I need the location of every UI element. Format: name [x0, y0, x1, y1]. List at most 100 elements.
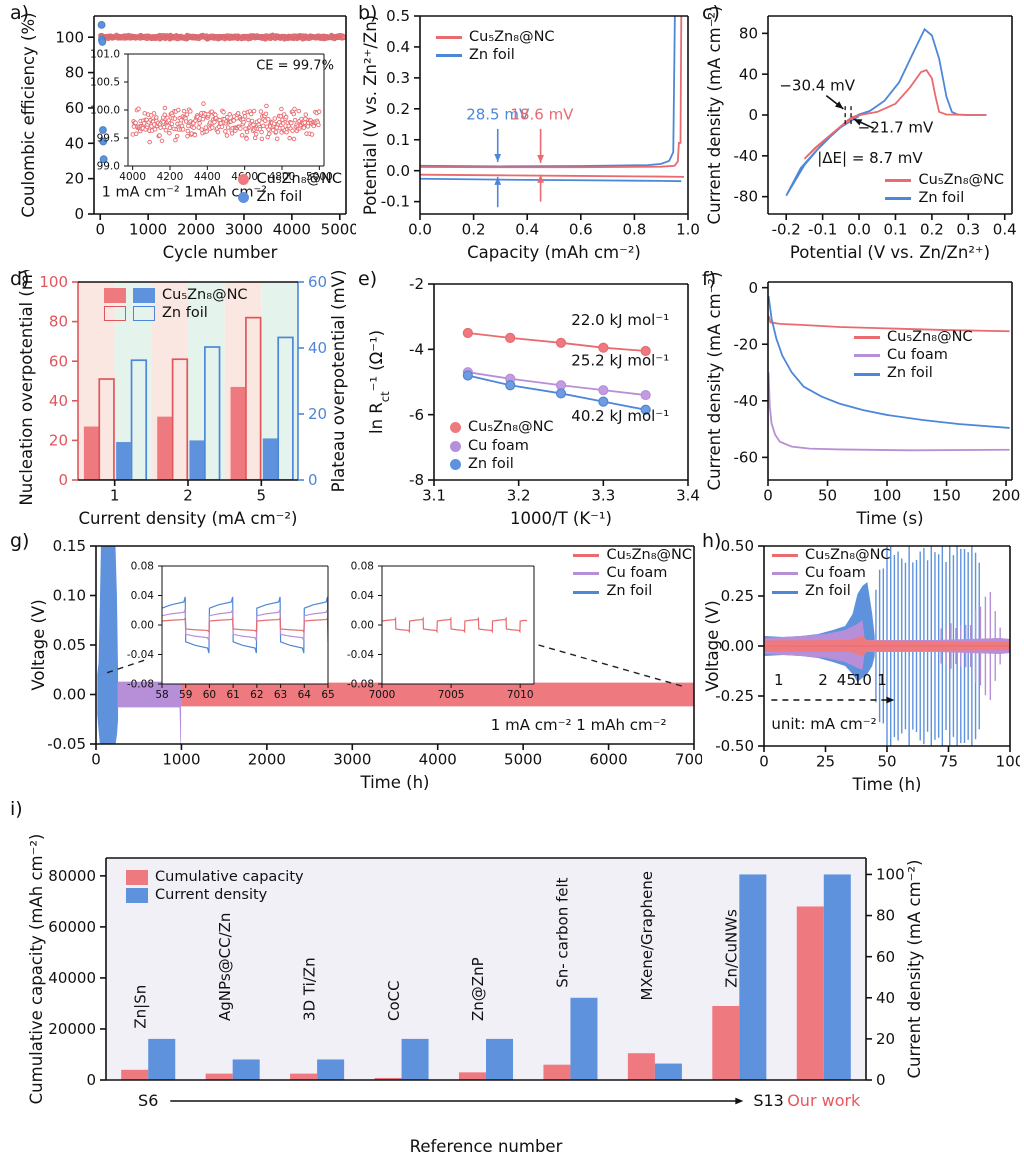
- svg-text:0.25: 0.25: [721, 587, 754, 605]
- bar-swatch-capacity: [126, 870, 148, 886]
- legend-h: Cu₅Zn₈@NC Cu foam Zn foil: [772, 547, 891, 600]
- chart-b: 0.0 0.2 0.4 0.6 0.8 1.0 0.5 0.4 0.3 0.2 0.1 0.0 -0.1…: [358, 4, 700, 270]
- svg-text:0.10: 0.10: [53, 587, 86, 605]
- svg-text:3000: 3000: [225, 220, 263, 238]
- legend-label: Zn foil: [468, 455, 514, 472]
- svg-text:5000: 5000: [321, 220, 356, 238]
- series-line-cufoam: [573, 572, 600, 576]
- svg-text:60: 60: [308, 273, 327, 291]
- svg-text:0.05: 0.05: [53, 636, 86, 654]
- panel-tag-e: e): [358, 268, 378, 290]
- svg-text:1: 1: [877, 671, 887, 689]
- legend-item: Zn foil: [238, 189, 342, 206]
- svg-text:100.5: 100.5: [90, 77, 120, 89]
- svg-text:100: 100: [996, 752, 1020, 770]
- svg-text:0: 0: [748, 106, 758, 124]
- legend-b: Cu₅Zn₈@NC Zn foil: [436, 29, 555, 64]
- legend-item: Cu₅Zn₈@NC: [772, 547, 891, 563]
- legend-item: Cu₅Zn₈@NC: [885, 172, 1004, 188]
- svg-text:99.0: 99.0: [97, 161, 120, 173]
- legend-label: Zn foil: [805, 583, 851, 600]
- svg-text:5: 5: [257, 486, 267, 504]
- svg-text:0.5: 0.5: [386, 7, 410, 25]
- legend-item: Zn foil: [104, 305, 248, 322]
- panel-tag-c: c): [702, 2, 720, 24]
- svg-text:-0.25: -0.25: [715, 687, 754, 705]
- svg-text:2: 2: [183, 486, 193, 504]
- svg-text:7010: 7010: [507, 689, 534, 701]
- series-line-znfoil: [772, 590, 798, 594]
- svg-text:CE = 99.7%: CE = 99.7%: [256, 59, 334, 74]
- svg-text:7000: 7000: [369, 689, 396, 701]
- svg-text:-4: -4: [409, 340, 424, 358]
- svg-text:1000: 1000: [162, 750, 200, 768]
- series-line-znfoil: [436, 54, 462, 58]
- svg-text:0.2: 0.2: [386, 100, 410, 118]
- svg-text:1000: 1000: [129, 220, 167, 238]
- panel-a: a) 0 1000 2000 3000 4000 5000 0 20 40 60 80 100 Cycl…: [10, 2, 359, 266]
- legend-a: Cu₅Zn₈@NC Zn foil: [238, 171, 342, 206]
- svg-text:Current density (mA cm⁻²): Current density (mA cm⁻²): [79, 509, 298, 528]
- series-line-cu5zn8: [573, 554, 600, 558]
- svg-text:-40: -40: [734, 392, 759, 410]
- bar-swatch-red-solid: [104, 288, 126, 304]
- svg-text:80: 80: [876, 907, 895, 925]
- svg-text:50: 50: [877, 752, 896, 770]
- svg-text:0.00: 0.00: [721, 637, 754, 655]
- svg-text:Plateau overpotential (mV): Plateau overpotential (mV): [329, 270, 348, 492]
- svg-text:100: 100: [55, 28, 84, 46]
- series-line-cu5zn8: [854, 336, 880, 340]
- svg-text:80000: 80000: [48, 867, 96, 885]
- svg-text:0: 0: [876, 1071, 886, 1089]
- chart-i: Zn|Sn AgNPs@CC/Zn 3D Ti/Zn CoCC Zn@ZnP Sn- ca…: [10, 800, 1015, 1155]
- svg-text:0.00: 0.00: [351, 620, 374, 632]
- svg-text:3.3: 3.3: [591, 486, 615, 504]
- svg-text:100: 100: [39, 273, 68, 291]
- series-line-cufoam: [854, 354, 880, 358]
- svg-text:63: 63: [274, 689, 287, 701]
- chart-h: 0 25 50 75 100 0.50 0.25 0.00 -0.25 -0.50 Time (h)…: [702, 532, 1024, 800]
- svg-text:4000: 4000: [419, 750, 457, 768]
- series-line-cufoam: [772, 572, 798, 576]
- svg-text:5000: 5000: [306, 171, 333, 183]
- chart-e: 3.1 3.2 3.3 3.4 -2 -4 -6 -8 1000/T (K⁻¹) ln Rct⁻¹…: [358, 270, 700, 532]
- legend-g: Cu₅Zn₈@NC Cu foam Zn foil: [573, 547, 692, 600]
- svg-text:MXene/Graphene: MXene/Graphene: [638, 871, 656, 1001]
- svg-text:0.50: 0.50: [721, 537, 754, 555]
- svg-text:0.0: 0.0: [408, 220, 432, 238]
- svg-text:22.0 kJ mol⁻¹: 22.0 kJ mol⁻¹: [571, 311, 669, 329]
- svg-text:0.00: 0.00: [131, 620, 154, 632]
- legend-i: Cumulative capacity Current density: [126, 869, 304, 904]
- legend-label: Zn foil: [469, 47, 515, 64]
- svg-text:60: 60: [65, 99, 84, 117]
- svg-text:Time (s): Time (s): [855, 509, 923, 528]
- svg-text:4: 4: [837, 671, 847, 689]
- bar-swatch-blue-solid: [133, 288, 155, 304]
- svg-text:0.4: 0.4: [515, 220, 539, 238]
- series-marker-znfoil: [450, 458, 461, 470]
- legend-label: Zn foil: [256, 189, 303, 206]
- svg-text:-6: -6: [409, 406, 424, 424]
- svg-text:80: 80: [49, 313, 68, 331]
- svg-text:0.15: 0.15: [53, 537, 86, 555]
- svg-text:-2: -2: [409, 275, 424, 293]
- svg-text:50: 50: [818, 486, 837, 504]
- svg-text:3.4: 3.4: [676, 486, 700, 504]
- svg-text:20: 20: [65, 170, 84, 188]
- svg-text:40.2 kJ mol⁻¹: 40.2 kJ mol⁻¹: [571, 407, 669, 425]
- panel-e: e) 3.1 3.2 3.3 3.4 -2 -4 -6 -8 1000/T (K⁻¹) ln Rc…: [358, 268, 700, 528]
- chart-d: 1 2 5 0 20 40 60 80 100 0 20 40 60 Current density (m…: [10, 256, 356, 532]
- svg-text:0.04: 0.04: [351, 590, 375, 602]
- legend-item: Cu foam: [573, 565, 692, 581]
- svg-text:Voltage (V): Voltage (V): [29, 599, 48, 690]
- svg-text:Our work: Our work: [787, 1091, 861, 1110]
- bar-swatch-current: [126, 888, 148, 904]
- svg-text:0.2: 0.2: [462, 220, 486, 238]
- svg-text:0: 0: [748, 279, 758, 297]
- svg-text:0.00: 0.00: [53, 686, 86, 704]
- svg-text:S13: S13: [753, 1091, 784, 1110]
- series-marker-cu5zn8: [238, 174, 250, 186]
- svg-text:4000: 4000: [119, 171, 146, 183]
- svg-text:2: 2: [818, 671, 828, 689]
- svg-text:Potential (V vs. Zn/Zn²⁺): Potential (V vs. Zn/Zn²⁺): [790, 243, 990, 262]
